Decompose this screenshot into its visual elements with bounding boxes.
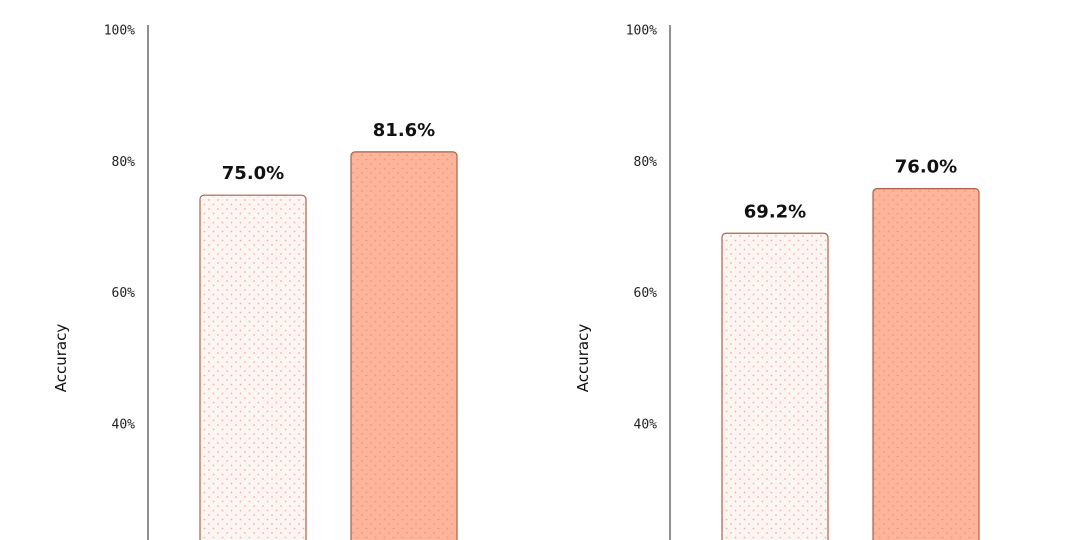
bar-pattern	[351, 151, 457, 540]
value-label: 75.0%	[222, 163, 284, 184]
y-tick-label: 80%	[112, 155, 136, 170]
bar-pattern	[873, 188, 979, 540]
y-tick-label: 60%	[634, 286, 658, 301]
bar-pattern	[722, 233, 828, 540]
y-tick-label: 100%	[626, 24, 657, 39]
value-label: 69.2%	[744, 201, 806, 222]
value-label: 81.6%	[373, 120, 435, 141]
y-axis-label: Accuracy	[574, 324, 592, 393]
y-tick-label: 40%	[112, 418, 136, 433]
y-tick-label: 60%	[112, 286, 136, 301]
y-axis-label: Accuracy	[52, 324, 70, 393]
y-tick-label: 40%	[634, 418, 658, 433]
y-tick-label: 100%	[104, 24, 135, 39]
value-label: 76.0%	[895, 157, 957, 178]
y-tick-label: 80%	[634, 155, 658, 170]
bar-pattern	[200, 195, 306, 540]
